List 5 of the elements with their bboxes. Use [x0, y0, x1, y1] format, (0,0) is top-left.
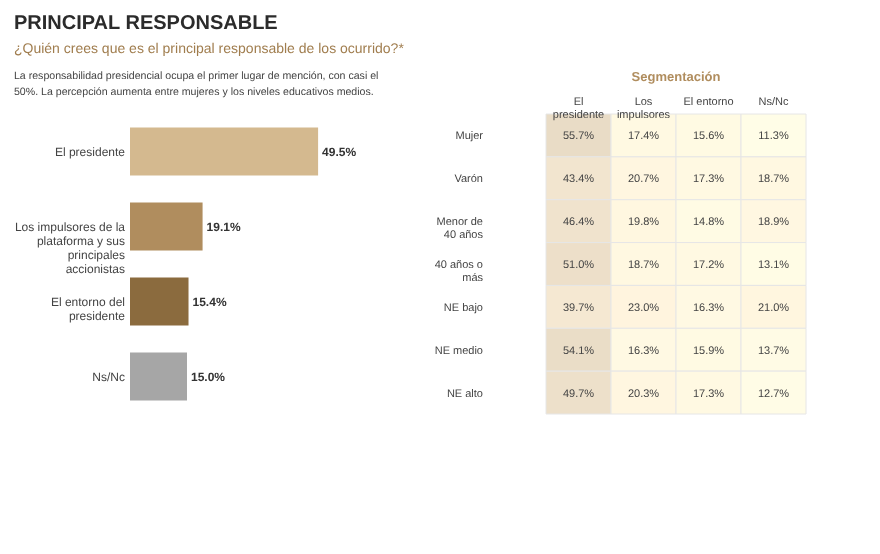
chart-title: PRINCIPAL RESPONSABLE: [13, 13, 279, 35]
bar: [130, 202, 203, 251]
bar: [130, 277, 189, 326]
bar: [130, 127, 319, 176]
bar: [130, 352, 187, 401]
